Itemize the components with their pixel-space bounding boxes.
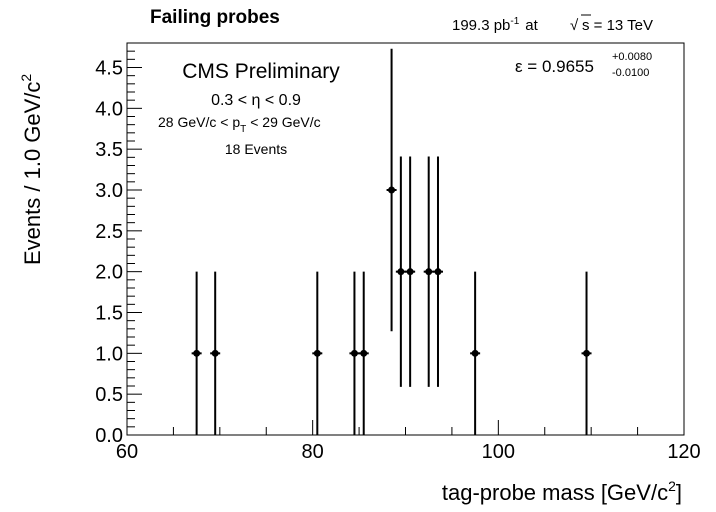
luminosity-label: 199.3 pb-1 at (452, 16, 539, 34)
data-point (395, 156, 406, 387)
y-tick-label: 4.0 (95, 98, 123, 120)
data-points (191, 48, 592, 435)
efficiency-upper-error: +0.0080 (612, 51, 652, 63)
y-tick-label: 4.5 (95, 58, 123, 80)
data-point (581, 271, 592, 435)
point-marker (471, 349, 479, 357)
y-tick-label: 0.0 (95, 425, 123, 447)
x-axis-title: tag-probe mass [GeV/c2] (442, 478, 682, 505)
svg-text:ε = 0.9655: ε = 0.9655 (515, 57, 594, 76)
y-tick-label: 1.5 (95, 303, 123, 325)
efficiency-label: ε = 0.9655 +0.0080 -0.0100 (515, 51, 652, 79)
data-point (358, 271, 369, 435)
data-point (210, 271, 221, 435)
point-marker (350, 349, 358, 357)
center-of-mass-energy-label: √ s = 13 TeV (570, 14, 653, 34)
x-tick-label: 100 (482, 441, 515, 463)
data-point (423, 156, 434, 387)
eta-range-label: 0.3 < η < 0.9 (211, 92, 301, 109)
y-tick-label: 2.0 (95, 262, 123, 284)
y-tick-label: 3.0 (95, 180, 123, 202)
pt-range-label: 28 GeV/c < pT < 29 GeV/c (158, 114, 321, 135)
data-point (386, 48, 397, 332)
point-marker (211, 349, 219, 357)
sqrt-icon: √ (570, 17, 579, 34)
x-tick-label: 120 (667, 441, 700, 463)
point-marker (583, 349, 591, 357)
y-axis: 0.0 0.5 1.0 1.5 2.0 2.5 3.0 3.5 4.0 4.5 (95, 50, 142, 447)
point-marker (425, 268, 433, 276)
point-marker (406, 268, 414, 276)
x-tick-label: 80 (302, 441, 324, 463)
event-count-label: 18 Events (225, 141, 287, 157)
data-point (470, 271, 481, 435)
data-point (191, 271, 202, 435)
data-point (312, 271, 323, 435)
y-tick-label: 2.5 (95, 221, 123, 243)
point-marker (360, 349, 368, 357)
point-marker (313, 349, 321, 357)
y-tick-label: 1.0 (95, 343, 123, 365)
efficiency-lower-error: -0.0100 (612, 67, 649, 79)
y-tick-label: 0.5 (95, 384, 123, 406)
experiment-label: CMS Preliminary (182, 60, 340, 83)
plot-header-title: Failing probes (150, 7, 280, 28)
point-marker (434, 268, 442, 276)
point-marker (193, 349, 201, 357)
x-tick-label: 60 (116, 441, 138, 463)
x-axis: 60 80 100 120 (116, 420, 701, 463)
y-axis-title: Events / 1.0 GeV/c2 (18, 74, 45, 265)
svg-text:s = 13 TeV: s = 13 TeV (582, 17, 653, 34)
data-point (432, 156, 443, 387)
data-point (405, 156, 416, 387)
point-marker (397, 268, 405, 276)
y-tick-label: 3.5 (95, 139, 123, 161)
data-point (349, 271, 360, 435)
point-marker (388, 186, 396, 194)
